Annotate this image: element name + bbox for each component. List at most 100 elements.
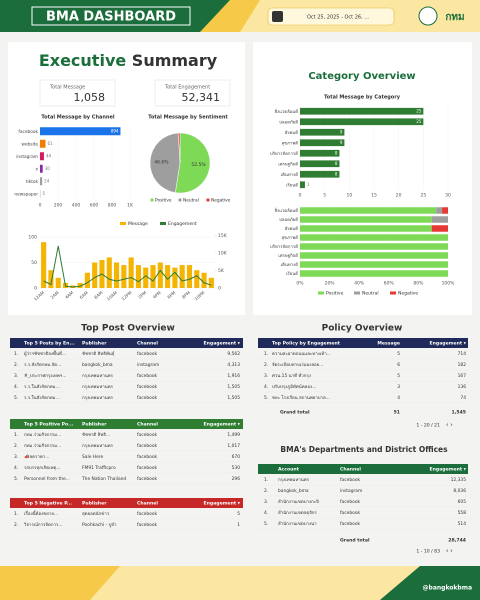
bar	[300, 170, 340, 178]
column-header: Top 5 Negative P...	[24, 501, 72, 507]
dashboard-title: BMA DASHBOARD	[46, 10, 176, 25]
table-cell: #_ประกาศกรุงเทพฯ...	[24, 373, 66, 379]
x-tick-label: 0	[39, 203, 42, 209]
x-tick-label: 40%	[354, 281, 365, 287]
table-cell: 4.	[264, 384, 268, 390]
table-cell: bangkok_bma	[82, 362, 113, 368]
title-accent: Executive	[39, 51, 127, 70]
footer-accent	[380, 566, 480, 600]
bar-segment	[300, 216, 432, 223]
column-header: Engagement ▾	[430, 341, 467, 347]
bar	[165, 265, 171, 288]
data-label: 30	[45, 166, 51, 171]
calendar-icon	[272, 11, 283, 22]
table-cell: bangkok_bma	[278, 488, 309, 494]
data-label: 1	[307, 182, 310, 187]
table-cell: 1.	[264, 351, 268, 357]
data-label: 8	[335, 150, 338, 155]
bar	[179, 265, 185, 288]
x-tick-label: 60%	[384, 281, 395, 287]
grand-total: Grand total	[280, 410, 310, 416]
column-header: Engagement ▾	[204, 422, 241, 428]
x-tick-label: 20	[396, 193, 402, 199]
bar	[300, 181, 305, 189]
bar-segment	[300, 243, 448, 250]
table-cell: ขยะ โรงเรียน สถานพยาบาล...	[272, 394, 330, 401]
x-tick-label: 5	[323, 193, 326, 199]
y-tick-label: ปลอดภัยดี	[279, 217, 298, 223]
title-rest: Summary	[132, 51, 218, 70]
table-cell: 4.	[264, 510, 268, 516]
grand-total: Grand total	[340, 538, 370, 544]
table-cell: กรุงเทพมหานคร	[82, 443, 114, 449]
bar-segment	[442, 207, 448, 214]
y-tick-label: เดินทางดี	[281, 262, 299, 268]
table-cell: ศวน.15 นาที ทั่วกรุง	[272, 372, 311, 379]
table-cell: instagram	[340, 488, 362, 494]
table-cell: 4	[397, 395, 400, 401]
legend-label: Message	[128, 221, 148, 227]
bar	[157, 262, 163, 288]
x-tick-label: 6AM	[79, 290, 90, 301]
bar	[40, 164, 43, 173]
y-tick-label: สุขภาพดี	[282, 235, 299, 241]
table-cell: facebook	[137, 522, 158, 528]
x-tick-label: 1K	[127, 203, 134, 209]
table-cell: 530	[232, 465, 241, 471]
x-tick-label: 2PM	[137, 290, 148, 301]
category-panel	[253, 42, 472, 315]
legend-label: Positive	[326, 291, 344, 297]
column-header: Top 5 Posts by En...	[24, 341, 75, 347]
table-cell: กรุงเทพมหานคร	[278, 477, 310, 483]
table-cell: 558	[458, 510, 467, 516]
page-nav: ‹ ›	[446, 422, 453, 429]
x-tick-label: 80%	[413, 281, 424, 287]
data-label: 52.5%	[191, 162, 206, 168]
column-header: Top Policy by Engagement	[272, 341, 341, 347]
bar	[128, 257, 134, 288]
x-tick-label: 800	[108, 203, 117, 209]
section-title: Top Post Overview	[81, 324, 175, 334]
y-tick-label: x	[35, 167, 38, 172]
data-label: 9	[340, 140, 343, 145]
column-header: Publisher	[82, 422, 107, 428]
table-cell: กรุงเทพมหานคร	[82, 395, 114, 401]
table-cell: facebook	[340, 521, 361, 527]
y-tick-label: สุขภาพดี	[282, 140, 299, 146]
column-header: Message	[377, 341, 400, 347]
legend-swatch	[150, 198, 154, 202]
bar-segment	[300, 234, 448, 241]
table-cell: facebook	[340, 477, 361, 483]
data-label: 46.6%	[154, 160, 169, 166]
table-header	[10, 498, 243, 508]
data-label: 5	[42, 191, 45, 196]
table-cell: ผู้ว่าฯชัชชาติลงพื้นที่...	[24, 350, 66, 357]
table-cell: ร.ร.สังกัดกทม.จัด...	[24, 362, 61, 368]
date-range: Oct 25, 2025 - Oct 26, ...	[307, 15, 369, 21]
table-cell: 3.	[264, 499, 268, 505]
y-tick-label: 0	[34, 286, 37, 292]
table-cell: ร.ร.ในสังกัดกทม...	[24, 395, 60, 401]
table-cell: 1,505	[227, 384, 240, 390]
column-header: Engagement ▾	[204, 501, 241, 507]
x-tick-label: 6PM	[166, 290, 177, 301]
pie-slice	[175, 132, 211, 194]
table-cell: Sale Here	[82, 454, 104, 460]
table-cell: สุดยอดนักข่าว	[82, 511, 110, 517]
legend-label: Positive	[155, 198, 172, 204]
table-cell: facebook	[137, 432, 158, 438]
table-cell: 📣ลดราคา...	[24, 454, 49, 460]
table-cell: 670	[232, 454, 241, 460]
date-picker[interactable]	[267, 7, 395, 26]
bar-segment	[300, 270, 448, 277]
bar	[40, 152, 44, 161]
column-header: Channel	[340, 467, 361, 473]
legend-swatch	[120, 222, 126, 225]
table-cell: facebook	[137, 384, 158, 390]
table-cell: 1.	[264, 477, 268, 483]
bar	[41, 242, 47, 288]
table-cell: 5.	[14, 395, 18, 401]
pagination: 1 - 20 / 21	[416, 423, 440, 429]
bar	[300, 160, 340, 168]
